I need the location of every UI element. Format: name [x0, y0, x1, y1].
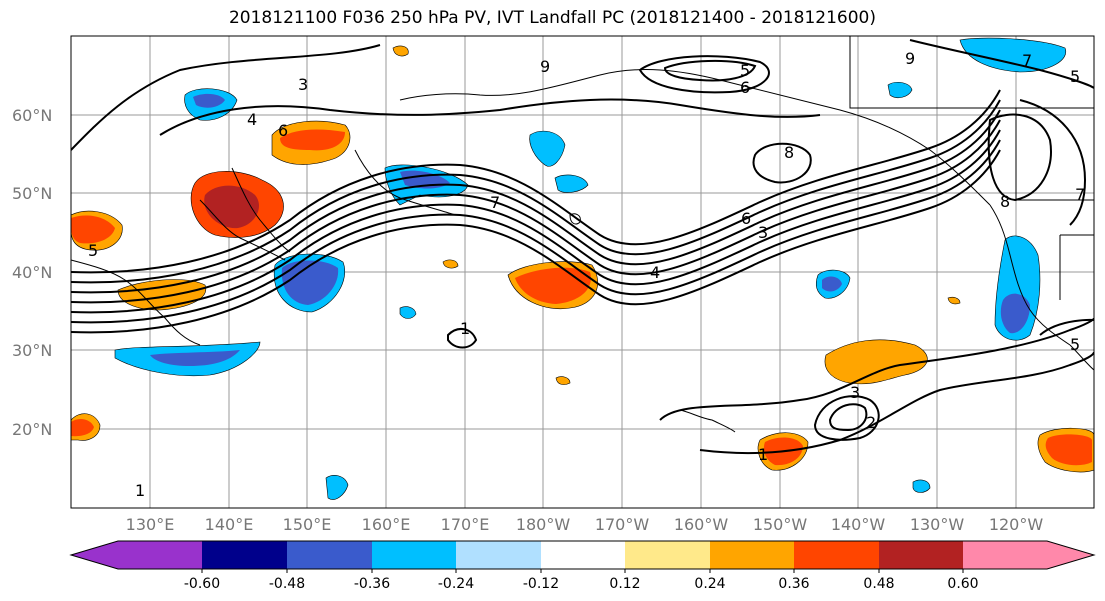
- lat-label: 20°N: [12, 420, 52, 439]
- contour-label: 3: [298, 75, 308, 94]
- contour-label: 5: [740, 61, 750, 80]
- lon-label: 120°W: [989, 515, 1044, 534]
- contour-label: 2: [866, 413, 876, 432]
- contour-label: 4: [247, 110, 257, 129]
- contour-label: 9: [905, 49, 915, 68]
- contour-label: 8: [1000, 192, 1010, 211]
- colorbar-segment: [710, 541, 794, 569]
- colorbar-segment: [879, 541, 963, 569]
- plot-title: 2018121100 F036 250 hPa PV, IVT Landfall…: [228, 8, 876, 28]
- lon-label: 170°W: [595, 515, 650, 534]
- lon-label: 140°E: [205, 515, 254, 534]
- lon-label: 180°W: [516, 515, 571, 534]
- map-frame: [70, 35, 1095, 509]
- contour-label: 7: [490, 193, 500, 212]
- contour-label: 7: [1075, 185, 1085, 204]
- colorbar-tick-label: 0.36: [778, 576, 809, 592]
- longitude-labels: 130°E 140°E 150°E 160°E 170°E 180°W 170°…: [126, 515, 1044, 534]
- lat-label: 60°N: [12, 106, 52, 125]
- colorbar-segment: [541, 541, 625, 569]
- contour-label: 5: [1070, 335, 1080, 354]
- contour-label: 6: [741, 209, 751, 228]
- lon-label: 140°W: [831, 515, 886, 534]
- contour-label: 4: [650, 263, 660, 282]
- colorbar-tick-label: -0.36: [354, 576, 390, 592]
- contour-label: 3: [758, 223, 768, 242]
- colorbar-tick-label: 0.12: [609, 576, 640, 592]
- colorbar-tick-label: -0.48: [269, 576, 305, 592]
- colorbar-segment: [963, 541, 1094, 569]
- contour-label: 3: [850, 383, 860, 402]
- colorbar: -0.60 -0.48 -0.36 -0.24 -0.12 0.12 0.24 …: [69, 540, 1096, 592]
- latitude-labels: 60°N 50°N 40°N 30°N 20°N: [12, 106, 52, 439]
- colorbar-segment: [202, 541, 287, 569]
- lon-label: 150°E: [283, 515, 332, 534]
- contour-label: 1: [460, 319, 470, 338]
- lon-label: 170°E: [441, 515, 490, 534]
- pv-contours: [71, 39, 1094, 454]
- lon-label: 130°E: [126, 515, 175, 534]
- colorbar-segment: [71, 541, 202, 569]
- contour-label: 5: [1070, 67, 1080, 86]
- colorbar-tick-label: -0.24: [438, 576, 474, 592]
- colorbar-tick-label: -0.12: [523, 576, 559, 592]
- colorbar-tick-label: 0.48: [863, 576, 894, 592]
- contour-label: 5: [88, 241, 98, 260]
- contour-label: 8: [784, 143, 794, 162]
- lat-label: 40°N: [12, 263, 52, 282]
- colorbar-tick-label: 0.24: [694, 576, 725, 592]
- contour-label: 1: [758, 445, 768, 464]
- contour-label: 9: [540, 57, 550, 76]
- colorbar-segment: [625, 541, 710, 569]
- colorbar-segment: [287, 541, 372, 569]
- contour-label: 7: [1022, 51, 1032, 70]
- lat-label: 30°N: [12, 341, 52, 360]
- contour-labels: 3 4 6 6 5 9 5 7 8 9 8 6 3 4 7 5 1 3 2 1 …: [88, 49, 1085, 500]
- colorbar-tick-label: -0.60: [184, 576, 220, 592]
- colorbar-outline: [69, 540, 1096, 570]
- lon-label: 160°E: [362, 515, 411, 534]
- contour-label: 1: [135, 481, 145, 500]
- lon-label: 160°W: [674, 515, 729, 534]
- colorbar-segment: [794, 541, 879, 569]
- colorbar-tick-label: 0.60: [947, 576, 978, 592]
- contour-label: 6: [278, 121, 288, 140]
- lon-label: 130°W: [910, 515, 965, 534]
- colorbar-segment: [456, 541, 541, 569]
- colorbar-segment: [372, 541, 456, 569]
- lat-label: 50°N: [12, 184, 52, 203]
- lon-label: 150°W: [753, 515, 808, 534]
- contour-label: 6: [740, 78, 750, 97]
